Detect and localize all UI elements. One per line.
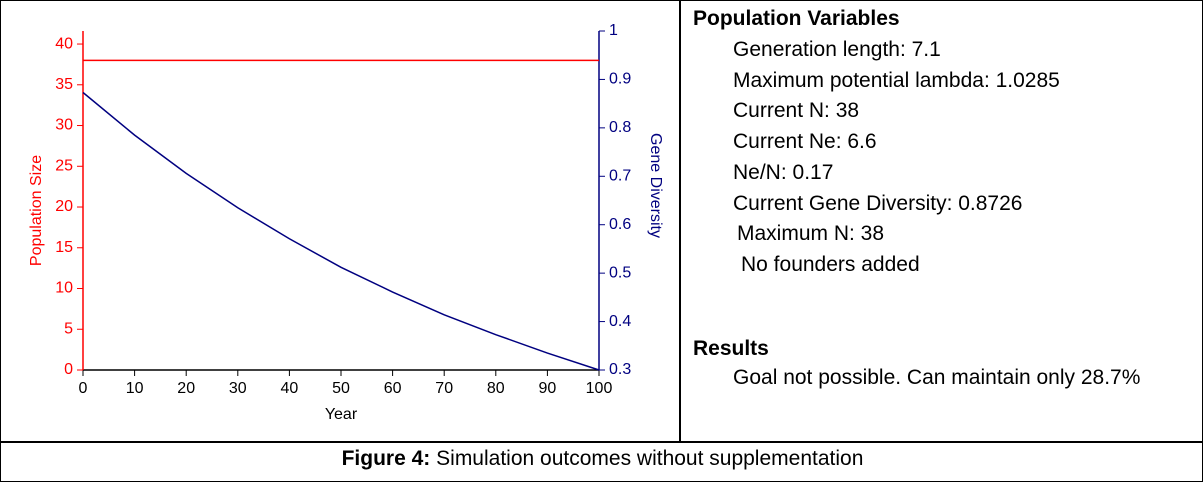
y-tick-label: 20 [55, 198, 73, 215]
caption-text: Simulation outcomes without supplementat… [436, 447, 864, 470]
y2-tick-label: 0.6 [609, 216, 631, 233]
x-tick-label: 90 [539, 380, 557, 397]
panel-line: Generation length: 7.1 [733, 38, 941, 61]
series-line [82, 91, 600, 371]
caption: Figure 4: Simulation outcomes without su… [1, 447, 1202, 471]
y-tick-label: 5 [64, 320, 73, 337]
y2-axis-label: Gene Diversity [647, 133, 664, 238]
y2-tick-label: 1 [609, 22, 618, 39]
panel-heading: Population Variables [693, 7, 900, 30]
x-tick-label: 50 [332, 380, 350, 397]
y-tick-label: 30 [55, 117, 73, 134]
x-tick-label: 60 [384, 380, 402, 397]
y-axis-label: Population Size [28, 155, 45, 266]
y2-tick-label: 0.5 [609, 264, 631, 281]
panel-line: Current Gene Diversity: 0.8726 [733, 191, 1023, 215]
cell-border [679, 1, 681, 441]
x-tick-label: 70 [435, 380, 453, 397]
cell-border [1, 441, 1202, 443]
panel-line: No founders added [741, 252, 920, 276]
x-tick-label: 30 [229, 380, 247, 397]
panel-line: Maximum potential lambda: 1.0285 [733, 68, 1060, 92]
x-tick-label: 10 [126, 380, 144, 397]
x-tick-label: 80 [487, 380, 505, 397]
y2-tick-label: 0.7 [609, 168, 631, 185]
y2-tick-label: 0.3 [609, 361, 631, 378]
panel-line: Current N: 38 [733, 99, 860, 123]
y2-tick-label: 0.4 [609, 313, 631, 330]
y-tick-label: 25 [55, 157, 73, 174]
y-tick-label: 15 [55, 239, 73, 256]
x-tick-label: 40 [281, 380, 299, 397]
y-tick-label: 35 [55, 76, 73, 93]
chart: 0 10 20 30 40 50 60 70 80 90 100 0 5 10 15 20 25 30 35 40 0.… [28, 22, 664, 423]
results-heading: Results [693, 337, 769, 360]
caption-label: Figure 4: [341, 447, 431, 470]
y2-tick-label: 0.9 [609, 71, 631, 88]
y2-tick-label: 0.8 [609, 119, 631, 136]
y-tick-label: 10 [55, 280, 73, 297]
x-tick-label: 0 [79, 380, 88, 397]
x-tick-label: 20 [177, 380, 195, 397]
x-axis-label: Year [325, 406, 358, 423]
y-tick-label: 0 [64, 361, 73, 378]
panel-line: Maximum N: 38 [737, 222, 885, 246]
y-tick-label: 40 [55, 35, 73, 52]
panel-line: Ne/N: 0.17 [733, 160, 834, 184]
x-tick-label: 100 [586, 380, 613, 397]
results-text: Goal not possible. Can maintain only 28.… [733, 366, 1141, 389]
panel-line: Current Ne: 6.6 [733, 130, 877, 154]
